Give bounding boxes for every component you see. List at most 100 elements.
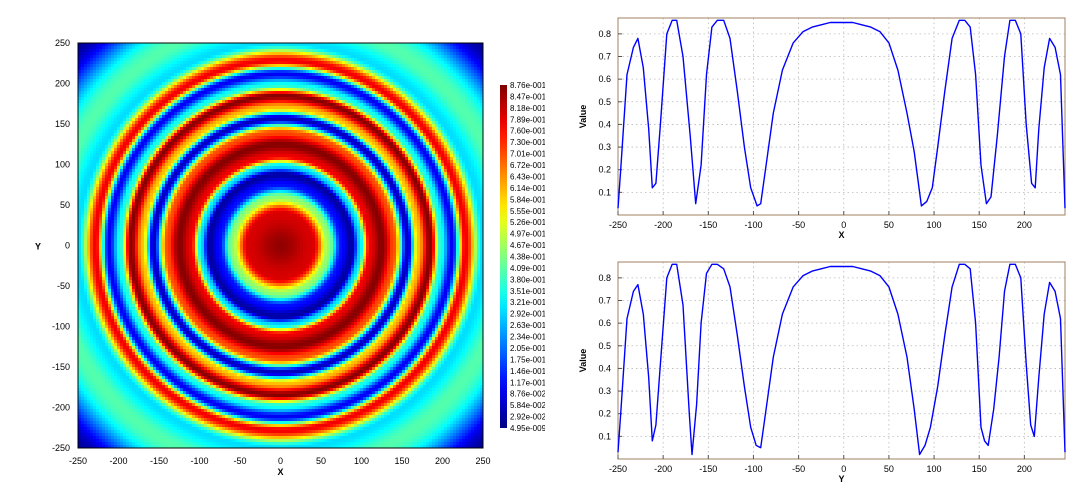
y-tick-label: 100 [55,160,70,170]
colorbar-label: 1.46e-001 [510,367,545,376]
y-tick-label: -100 [52,322,70,332]
y-tick-label: 0.2 [598,165,611,175]
colorbar-label: 7.89e-001 [510,115,545,124]
colorbar-label: 5.84e-002 [510,401,545,410]
x-tick-label: 100 [927,220,942,230]
plot-frame [617,17,1066,216]
x-tick-label: 150 [972,220,987,230]
colorbar-label: 5.84e-001 [510,195,545,204]
heatmap-panel: -250 -200 -150 -100 -50 0 50 100 150 200 250 250 200… [35,38,545,477]
x-tick-label: -200 [109,456,127,466]
y-tick-label: 0.5 [598,97,611,107]
y-tick-label: 0.3 [598,142,611,152]
colorbar [500,85,507,428]
x-tick-label: 100 [927,464,942,474]
y-tick-label: 0.7 [598,51,611,61]
x-tick-label: -250 [69,456,87,466]
x-profile-axes: -250 -200 -150 -100 -50 0 50 100 150 200 0.1 0.2 0.3… [578,17,1066,240]
x-tick-label: 150 [394,456,409,466]
x-axis-title: X [277,467,283,477]
x-profile-plot: -250 -200 -150 -100 -50 0 50 100 150 200 0.1 0.2 0.3… [555,0,1080,244]
colorbar-label: 6.14e-001 [510,184,545,193]
colorbar-label: 3.80e-001 [510,275,545,284]
colorbar-label: 8.76e-002 [510,390,545,399]
y-tick-label: -50 [57,281,70,291]
colorbar-label: 2.63e-001 [510,321,545,330]
x-axis-title: Y [838,474,844,484]
colorbar-label: 7.01e-001 [510,150,545,159]
colorbar-label: 6.72e-001 [510,161,545,170]
colorbar-label: 2.34e-001 [510,333,545,342]
y-tick-label: 0.3 [598,386,611,396]
colorbar-label: 2.92e-002 [510,413,545,422]
x-tick-label: -50 [792,464,805,474]
colorbar-label: 4.97e-001 [510,230,545,239]
x-tick-label: 0 [841,464,846,474]
x-tick-label: -250 [609,220,627,230]
y-tick-label: 0.4 [598,119,611,129]
x-tick-label: 200 [1017,464,1032,474]
y-tick-label: 0.1 [598,187,611,197]
y-tick-label: 50 [60,200,70,210]
series-line [617,263,1066,456]
y-axis-title: Value [578,349,588,373]
x-tick-label: 250 [475,456,490,466]
plot-frame [617,261,1066,460]
x-tick-label: 50 [316,456,326,466]
x-axis-title: X [838,230,844,240]
colorbar-label: 1.75e-001 [510,355,545,364]
colorbar-label: 5.55e-001 [510,207,545,216]
y-tick-label: 0.2 [598,409,611,419]
colorbar-label: 6.43e-001 [510,172,545,181]
y-tick-label: 0.6 [598,74,611,84]
colorbar-label: 8.47e-001 [510,92,545,101]
y-tick-label: 0.1 [598,431,611,441]
colorbar-label: 7.60e-001 [510,127,545,136]
colorbar-label: 8.76e-001 [510,81,545,90]
y-tick-label: -200 [52,403,70,413]
y-tick-label: 0 [65,241,70,251]
x-tick-label: 0 [841,220,846,230]
x-tick-label: -150 [699,464,717,474]
x-tick-label: -50 [792,220,805,230]
heatmap-frame [77,42,484,449]
heatmap-axes: -250 -200 -150 -100 -50 0 50 100 150 200 250 250 200… [35,38,545,477]
y-tick-label: 200 [55,79,70,89]
x-tick-label: -50 [233,456,246,466]
x-tick-label: -150 [150,456,168,466]
x-tick-label: -100 [190,456,208,466]
y-tick-label: 0.5 [598,341,611,351]
colorbar-label: 1.17e-001 [510,378,545,387]
colorbar-label: 3.21e-001 [510,298,545,307]
y-tick-label: 150 [55,119,70,129]
y-tick-label: 0.4 [598,363,611,373]
x-tick-label: 200 [435,456,450,466]
x-tick-label: 0 [278,456,283,466]
x-tick-label: 100 [354,456,369,466]
heatmap-image [78,43,483,448]
colorbar-label: 7.30e-001 [510,138,545,147]
x-tick-label: -100 [744,220,762,230]
y-profile-plot: -250 -200 -150 -100 -50 0 50 100 150 200 0.1 0.2 0.3… [555,244,1080,488]
y-tick-label: -250 [52,443,70,453]
y-tick-label: 0.6 [598,318,611,328]
x-tick-label: 200 [1017,220,1032,230]
colorbar-label: 4.67e-001 [510,241,545,250]
x-tick-label: 150 [972,464,987,474]
x-tick-label: -250 [609,464,627,474]
x-tick-label: -100 [744,464,762,474]
y-axis-title: Y [35,242,41,252]
x-tick-label: 50 [884,220,894,230]
colorbar-label: 4.95e-009 [510,424,545,433]
colorbar-label: 4.09e-001 [510,264,545,273]
y-profile-axes: -250 -200 -150 -100 -50 0 50 100 150 200 0.1 0.2 0.3… [578,261,1066,484]
y-tick-label: 0.7 [598,295,611,305]
y-tick-label: -150 [52,362,70,372]
x-tick-label: -200 [654,464,672,474]
colorbar-label: 2.92e-001 [510,310,545,319]
series-line [617,19,1066,209]
y-tick-label: 0.8 [598,273,611,283]
colorbar-label: 2.05e-001 [510,344,545,353]
y-axis-title: Value [578,105,588,129]
colorbar-label: 3.51e-001 [510,287,545,296]
